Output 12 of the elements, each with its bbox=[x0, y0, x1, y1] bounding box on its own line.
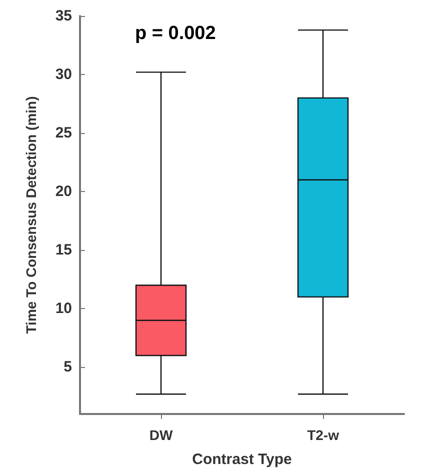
x-tick-label: T2-w bbox=[307, 427, 340, 443]
y-tick-label: 20 bbox=[55, 183, 72, 200]
y-tick-label: 35 bbox=[55, 8, 72, 24]
y-tick-label: 30 bbox=[55, 66, 72, 84]
y-tick-label: 5 bbox=[64, 358, 72, 376]
y-tick-label: 10 bbox=[55, 300, 72, 318]
y-axis-title: Time To Consensus Detection (min) bbox=[23, 96, 39, 334]
annotation: p = 0.002 bbox=[135, 23, 216, 44]
x-axis-title: Contrast Type bbox=[192, 451, 292, 468]
y-tick-label: 25 bbox=[55, 124, 72, 142]
x-tick-label: DW bbox=[149, 427, 174, 443]
y-tick-label: 15 bbox=[55, 242, 72, 259]
